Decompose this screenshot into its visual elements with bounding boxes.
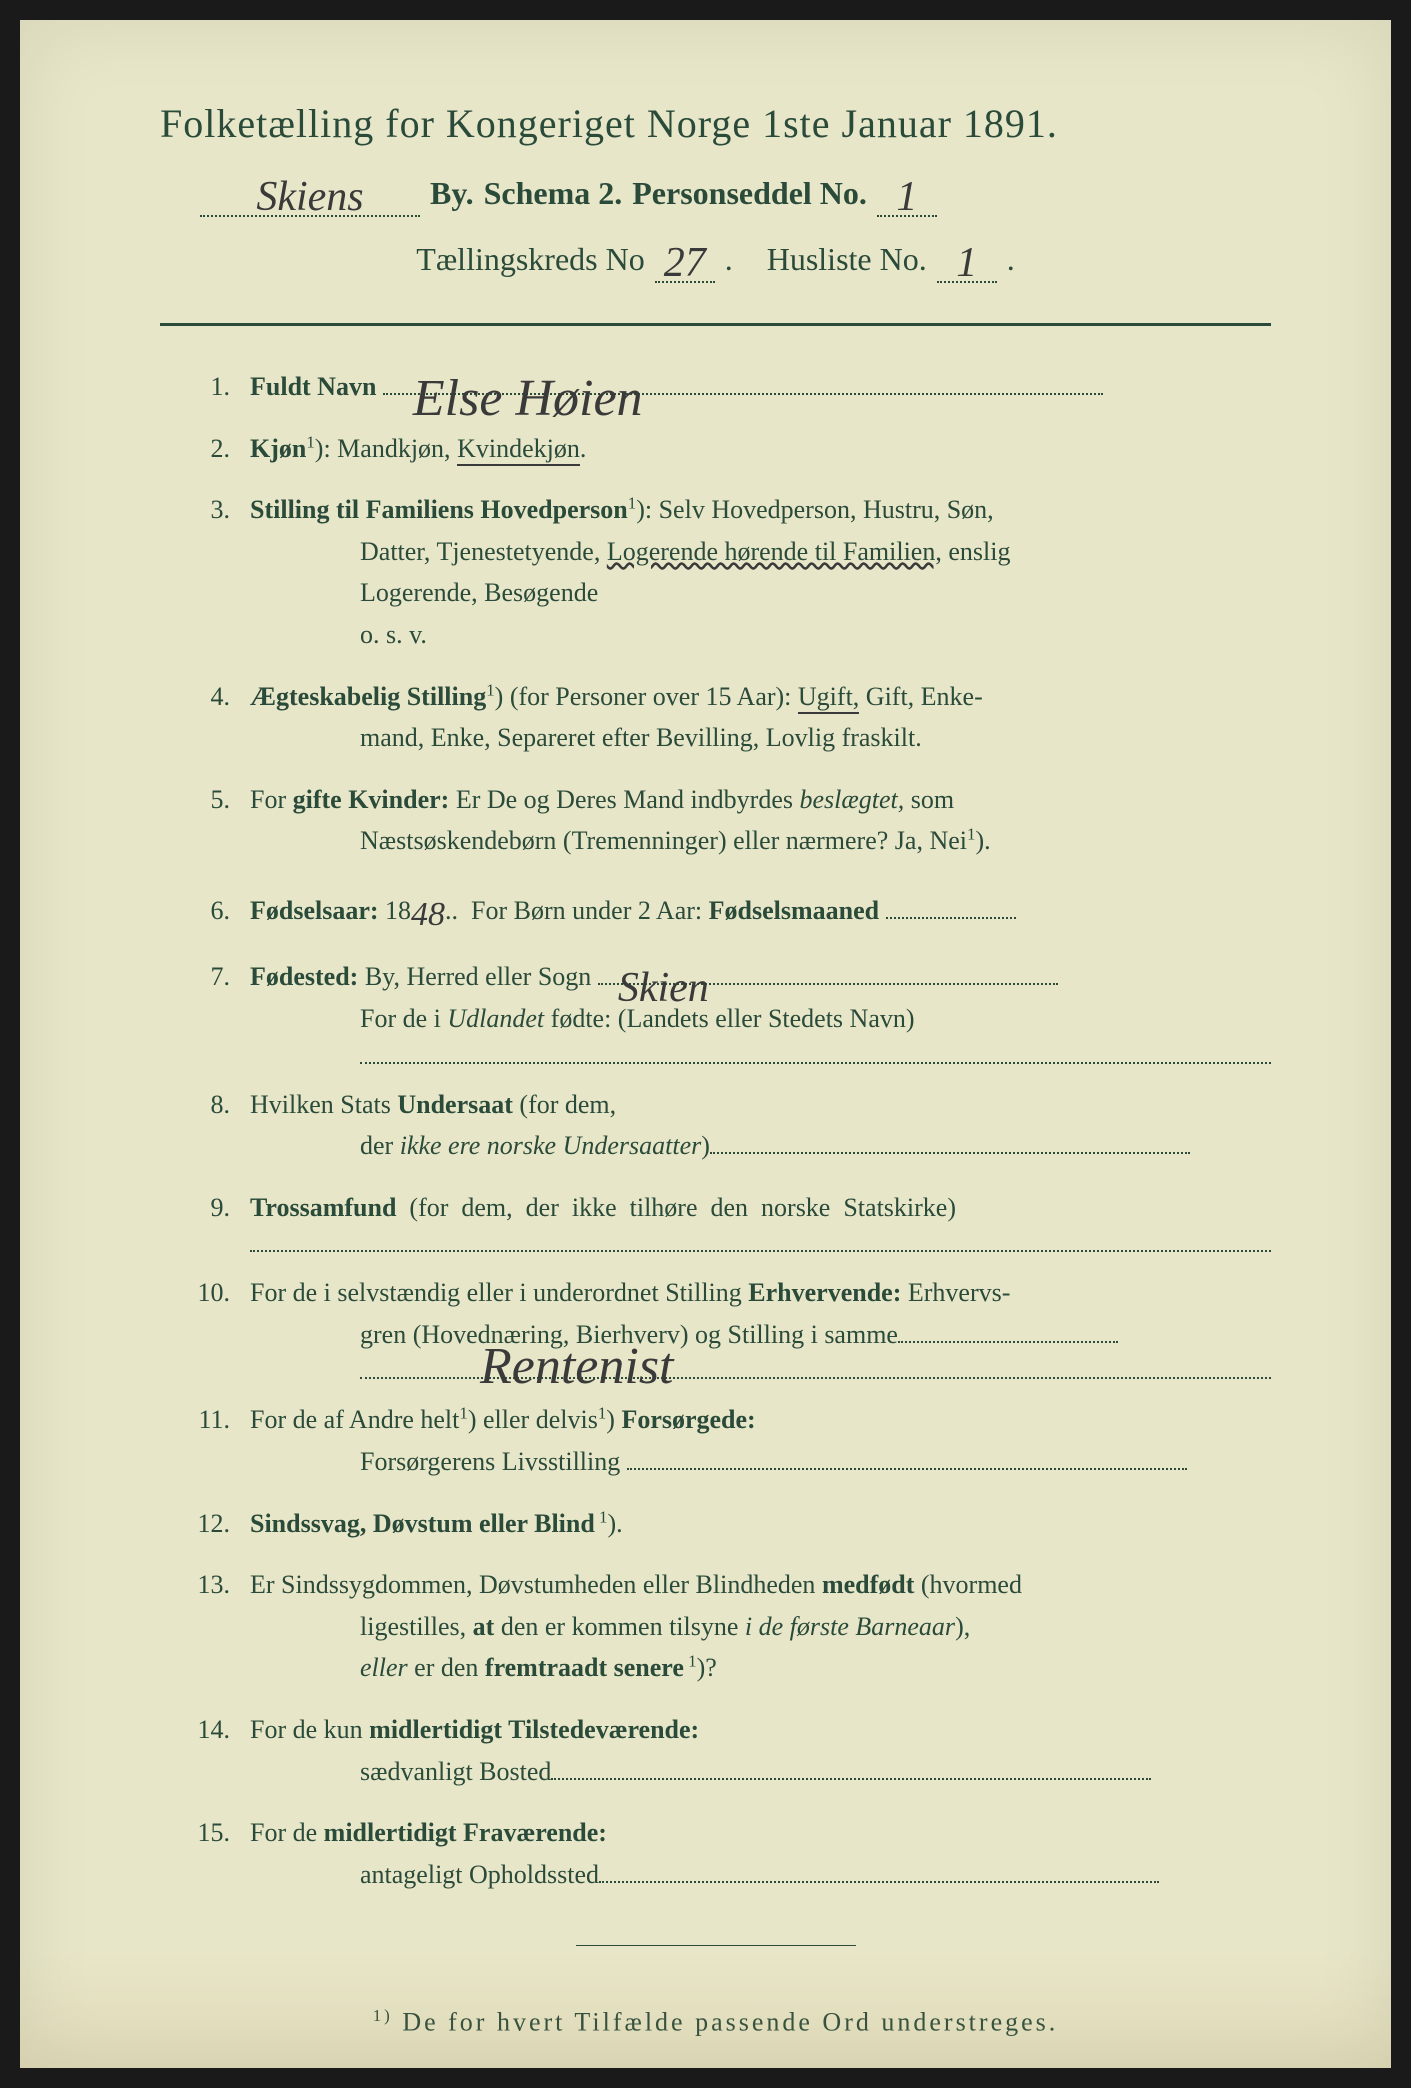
num-2: 2.	[170, 428, 230, 470]
q4-paren: (for Personer over 15 Aar):	[510, 682, 792, 711]
q3-line2a: Datter, Tjenestetyende,	[360, 537, 600, 566]
q6-year-prefix: 18	[385, 896, 411, 925]
q11-line1c: Forsørgede:	[621, 1405, 755, 1434]
row-14: 14. For de kun midlertidigt Tilstedevære…	[170, 1709, 1271, 1792]
q14-line1: For de kun midlertidigt Tilstedeværende:	[250, 1715, 699, 1744]
q11-line2: Forsørgerens Livsstilling	[360, 1447, 620, 1476]
row-4: 4. Ægteskabelig Stilling1) (for Personer…	[170, 676, 1271, 759]
q10-line1: For de i selvstændig eller i underordnet…	[250, 1278, 1010, 1307]
q13-line2: ligestilles, at den er kommen tilsyne i …	[250, 1606, 1271, 1648]
header-divider	[160, 323, 1271, 326]
q4-label: Ægteskabelig Stilling	[250, 682, 486, 711]
q2-selected: Kvindekjøn	[457, 434, 580, 466]
num-12: 12.	[170, 1503, 230, 1545]
row-5: 5. For gifte Kvinder: Er De og Deres Man…	[170, 779, 1271, 862]
row-11: 11. For de af Andre helt1) eller delvis1…	[170, 1399, 1271, 1482]
q3-line3: Logerende, Besøgende	[250, 572, 1271, 614]
row-8: 8. Hvilken Stats Undersaat (for dem, der…	[170, 1084, 1271, 1167]
footnote-marker: 1)	[373, 2006, 393, 2025]
num-8: 8.	[170, 1084, 230, 1126]
q3-line1: Selv Hovedperson, Hustru, Søn,	[659, 495, 994, 524]
num-6: 6.	[170, 890, 230, 932]
row-12: 12. Sindssvag, Døvstum eller Blind 1).	[170, 1503, 1271, 1545]
q13-line1: Er Sindssygdommen, Døvstumheden eller Bl…	[250, 1570, 1022, 1599]
husliste-no: 1	[956, 240, 977, 286]
q11-line1: For de af Andre helt	[250, 1405, 459, 1434]
q2-label: Kjøn	[250, 434, 306, 463]
q15-line2: antageligt Opholdssted	[360, 1860, 599, 1889]
q6-year: 48	[411, 896, 445, 933]
row-15: 15. For de midlertidigt Fraværende: anta…	[170, 1812, 1271, 1895]
census-form-page: Folketælling for Kongeriget Norge 1ste J…	[20, 20, 1391, 2068]
row-7: 7. Fødested: By, Herred eller Sogn Skien…	[170, 956, 1271, 1063]
kreds-no: 27	[664, 240, 706, 286]
num-5: 5.	[170, 779, 230, 821]
num-1: 1.	[170, 366, 230, 408]
form-header: Folketælling for Kongeriget Norge 1ste J…	[160, 100, 1271, 283]
q3-line2c: enslig	[948, 537, 1010, 566]
footnote: 1) De for hvert Tilfælde passende Ord un…	[160, 2006, 1271, 2038]
by-label: By.	[430, 175, 474, 212]
q10-value: Rentenist	[480, 1325, 674, 1408]
q14-line2: sædvanligt Bosted	[360, 1757, 551, 1786]
q15-line1: For de midlertidigt Fraværende:	[250, 1818, 607, 1847]
form-body: 1. Fuldt Navn Else Høien 2. Kjøn1): Mand…	[160, 366, 1271, 1895]
q6-mid: For Børn under 2 Aar:	[471, 896, 702, 925]
by-value: Skiens	[256, 174, 363, 220]
row-10: 10. For de i selvstændig eller i underor…	[170, 1272, 1271, 1379]
q4-selected: Ugift,	[798, 682, 859, 714]
q6-label2: Fødselsmaaned	[709, 896, 879, 925]
row-13: 13. Er Sindssygdommen, Døvstumheden elle…	[170, 1564, 1271, 1689]
footer-divider	[576, 1945, 856, 1946]
num-9: 9.	[170, 1187, 230, 1229]
q8-line2: der ikke ere norske Undersaatter)	[360, 1131, 710, 1160]
row-3: 3. Stilling til Familiens Hovedperson1):…	[170, 489, 1271, 655]
husliste-label: Husliste No.	[767, 241, 927, 278]
q7-opts: By, Herred eller Sogn	[365, 962, 591, 991]
q4-opts2: mand, Enke, Separeret efter Bevilling, L…	[250, 717, 1271, 759]
q7-label: Fødested:	[250, 962, 358, 991]
header-line-2: Skiens By. Schema 2. Personseddel No. 1	[160, 167, 1271, 217]
num-4: 4.	[170, 676, 230, 718]
num-10: 10.	[170, 1272, 230, 1314]
q3-selected: Logerende hørende til Familien,	[607, 537, 942, 566]
q11-line1b: eller delvis	[483, 1405, 598, 1434]
form-title: Folketælling for Kongeriget Norge 1ste J…	[160, 100, 1271, 147]
q1-label: Fuldt Navn	[250, 372, 376, 401]
q3-label: Stilling til Familiens Hovedperson	[250, 495, 628, 524]
personseddel-label: Personseddel No.	[632, 175, 867, 212]
header-line-3: Tællingskreds No 27. Husliste No. 1.	[160, 233, 1271, 283]
kreds-label: Tællingskreds No	[416, 241, 644, 278]
person-no: 1	[896, 174, 917, 220]
schema-label: Schema 2.	[484, 175, 623, 212]
num-11: 11.	[170, 1399, 230, 1441]
row-2: 2. Kjøn1): Mandkjøn, Kvindekjøn.	[170, 428, 1271, 470]
q4-opts1b: Gift, Enke-	[866, 682, 983, 711]
num-15: 15.	[170, 1812, 230, 1854]
row-9: 9. Trossamfund (for dem, der ikke tilhør…	[170, 1187, 1271, 1253]
q6-label: Fødselsaar:	[250, 896, 379, 925]
num-14: 14.	[170, 1709, 230, 1751]
num-13: 13.	[170, 1564, 230, 1606]
footnote-text: De for hvert Tilfælde passende Ord under…	[402, 2008, 1058, 2037]
q5-line2: Næstsøskendebørn (Tremenninger) eller næ…	[360, 826, 967, 855]
row-1: 1. Fuldt Navn Else Høien	[170, 366, 1271, 408]
q12-label: Sindssvag, Døvstum eller Blind	[250, 1509, 595, 1538]
q3-line4: o. s. v.	[250, 614, 1271, 656]
num-7: 7.	[170, 956, 230, 998]
row-6: 6. Fødselsaar: 1848.. For Børn under 2 A…	[170, 882, 1271, 936]
num-3: 3.	[170, 489, 230, 531]
q7-value: Skien	[618, 955, 709, 1022]
